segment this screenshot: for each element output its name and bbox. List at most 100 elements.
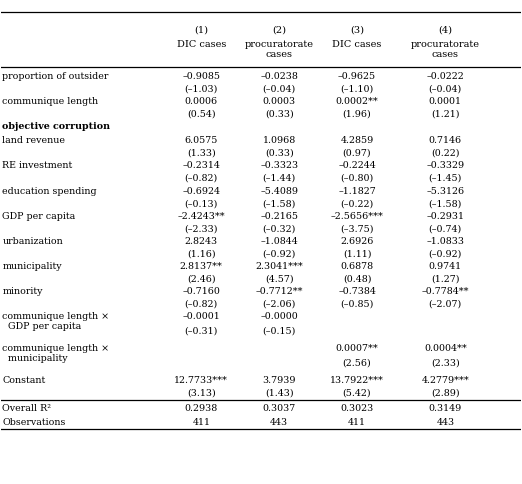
Text: (0.54): (0.54) — [187, 109, 216, 118]
Text: –1.1827: –1.1827 — [338, 186, 376, 195]
Text: (–0.04): (–0.04) — [263, 84, 296, 93]
Text: municipality: municipality — [3, 261, 62, 270]
Text: (–1.58): (–1.58) — [263, 199, 296, 208]
Text: –2.5656***: –2.5656*** — [330, 211, 384, 220]
Text: –0.0001: –0.0001 — [182, 311, 220, 320]
Text: (1): (1) — [194, 26, 208, 34]
Text: (–2.33): (–2.33) — [185, 224, 218, 233]
Text: (–0.04): (–0.04) — [429, 84, 462, 93]
Text: 0.0001: 0.0001 — [429, 97, 462, 106]
Text: minority: minority — [3, 286, 43, 295]
Text: (–0.92): (–0.92) — [263, 249, 296, 257]
Text: (5.42): (5.42) — [343, 387, 371, 396]
Text: 0.2938: 0.2938 — [185, 403, 218, 412]
Text: communique length ×
  municipality: communique length × municipality — [3, 343, 110, 363]
Text: (–2.07): (–2.07) — [429, 299, 462, 308]
Text: (–0.82): (–0.82) — [185, 299, 218, 308]
Text: –0.0222: –0.0222 — [426, 72, 464, 81]
Text: (–0.32): (–0.32) — [263, 224, 296, 233]
Text: –0.3323: –0.3323 — [260, 161, 298, 170]
Text: 12.7733***: 12.7733*** — [174, 375, 228, 384]
Text: (–0.31): (–0.31) — [185, 326, 218, 335]
Text: –1.0833: –1.0833 — [426, 236, 465, 245]
Text: procuratorate
cases: procuratorate cases — [411, 40, 480, 59]
Text: procuratorate
cases: procuratorate cases — [245, 40, 314, 59]
Text: (–1.58): (–1.58) — [429, 199, 462, 208]
Text: (–2.06): (–2.06) — [263, 299, 296, 308]
Text: 2.3041***: 2.3041*** — [255, 261, 303, 270]
Text: –0.7160: –0.7160 — [182, 286, 220, 295]
Text: (2.56): (2.56) — [342, 358, 372, 366]
Text: 4.2779***: 4.2779*** — [421, 375, 469, 384]
Text: 0.0004**: 0.0004** — [424, 343, 467, 352]
Text: 2.6926: 2.6926 — [340, 236, 374, 245]
Text: (0.48): (0.48) — [343, 274, 371, 283]
Text: DIC cases: DIC cases — [176, 40, 226, 49]
Text: (–0.15): (–0.15) — [263, 326, 296, 335]
Text: 0.7146: 0.7146 — [429, 136, 462, 145]
Text: land revenue: land revenue — [3, 136, 65, 145]
Text: (1.33): (1.33) — [187, 149, 216, 158]
Text: RE investment: RE investment — [3, 161, 73, 170]
Text: (2.46): (2.46) — [187, 274, 216, 283]
Text: GDP per capita: GDP per capita — [3, 211, 76, 220]
Text: 4.2859: 4.2859 — [340, 136, 374, 145]
Text: –0.3329: –0.3329 — [426, 161, 465, 170]
Text: Overall R²: Overall R² — [3, 403, 52, 412]
Text: –0.7784**: –0.7784** — [422, 286, 469, 295]
Text: (4): (4) — [438, 26, 453, 34]
Text: (1.96): (1.96) — [342, 109, 372, 118]
Text: –0.6924: –0.6924 — [182, 186, 220, 195]
Text: –0.2314: –0.2314 — [182, 161, 220, 170]
Text: 0.9741: 0.9741 — [429, 261, 462, 270]
Text: –0.9085: –0.9085 — [182, 72, 220, 81]
Text: (–1.45): (–1.45) — [429, 174, 462, 182]
Text: 0.3149: 0.3149 — [429, 403, 462, 412]
Text: 0.0007**: 0.0007** — [336, 343, 378, 352]
Text: DIC cases: DIC cases — [333, 40, 382, 49]
Text: (–1.03): (–1.03) — [185, 84, 218, 93]
Text: (–0.82): (–0.82) — [185, 174, 218, 182]
Text: (4.57): (4.57) — [265, 274, 293, 283]
Text: (1.21): (1.21) — [431, 109, 459, 118]
Text: 411: 411 — [348, 417, 366, 426]
Text: –2.4243**: –2.4243** — [177, 211, 225, 220]
Text: –1.0844: –1.0844 — [260, 236, 298, 245]
Text: –5.3126: –5.3126 — [426, 186, 465, 195]
Text: proportion of outsider: proportion of outsider — [3, 72, 109, 81]
Text: (–0.80): (–0.80) — [340, 174, 374, 182]
Text: 1.0968: 1.0968 — [263, 136, 296, 145]
Text: communique length: communique length — [3, 97, 99, 106]
Text: 2.8243: 2.8243 — [185, 236, 218, 245]
Text: (–0.92): (–0.92) — [429, 249, 462, 257]
Text: –5.4089: –5.4089 — [260, 186, 298, 195]
Text: communique length ×
  GDP per capita: communique length × GDP per capita — [3, 311, 110, 331]
Text: (–0.13): (–0.13) — [185, 199, 218, 208]
Text: –0.2931: –0.2931 — [426, 211, 465, 220]
Text: 2.8137**: 2.8137** — [180, 261, 223, 270]
Text: 0.0002**: 0.0002** — [336, 97, 378, 106]
Text: Constant: Constant — [3, 375, 46, 384]
Text: 0.3023: 0.3023 — [340, 403, 374, 412]
Text: 0.6878: 0.6878 — [340, 261, 374, 270]
Text: (2.89): (2.89) — [431, 387, 460, 396]
Text: –0.7384: –0.7384 — [338, 286, 376, 295]
Text: –0.9625: –0.9625 — [338, 72, 376, 81]
Text: (3): (3) — [350, 26, 364, 34]
Text: 3.7939: 3.7939 — [263, 375, 296, 384]
Text: 13.7922***: 13.7922*** — [330, 375, 384, 384]
Text: Observations: Observations — [3, 417, 66, 426]
Text: urbanization: urbanization — [3, 236, 63, 245]
Text: (1.27): (1.27) — [431, 274, 459, 283]
Text: –0.2244: –0.2244 — [338, 161, 376, 170]
Text: –0.0238: –0.0238 — [260, 72, 298, 81]
Text: (0.33): (0.33) — [265, 109, 293, 118]
Text: –0.0000: –0.0000 — [260, 311, 298, 320]
Text: (–3.75): (–3.75) — [340, 224, 374, 233]
Text: (–0.85): (–0.85) — [340, 299, 374, 308]
Text: 0.0003: 0.0003 — [263, 97, 296, 106]
Text: (3.13): (3.13) — [187, 387, 216, 396]
Text: (0.22): (0.22) — [431, 149, 459, 158]
Text: (1.43): (1.43) — [265, 387, 293, 396]
Text: (–0.74): (–0.74) — [429, 224, 462, 233]
